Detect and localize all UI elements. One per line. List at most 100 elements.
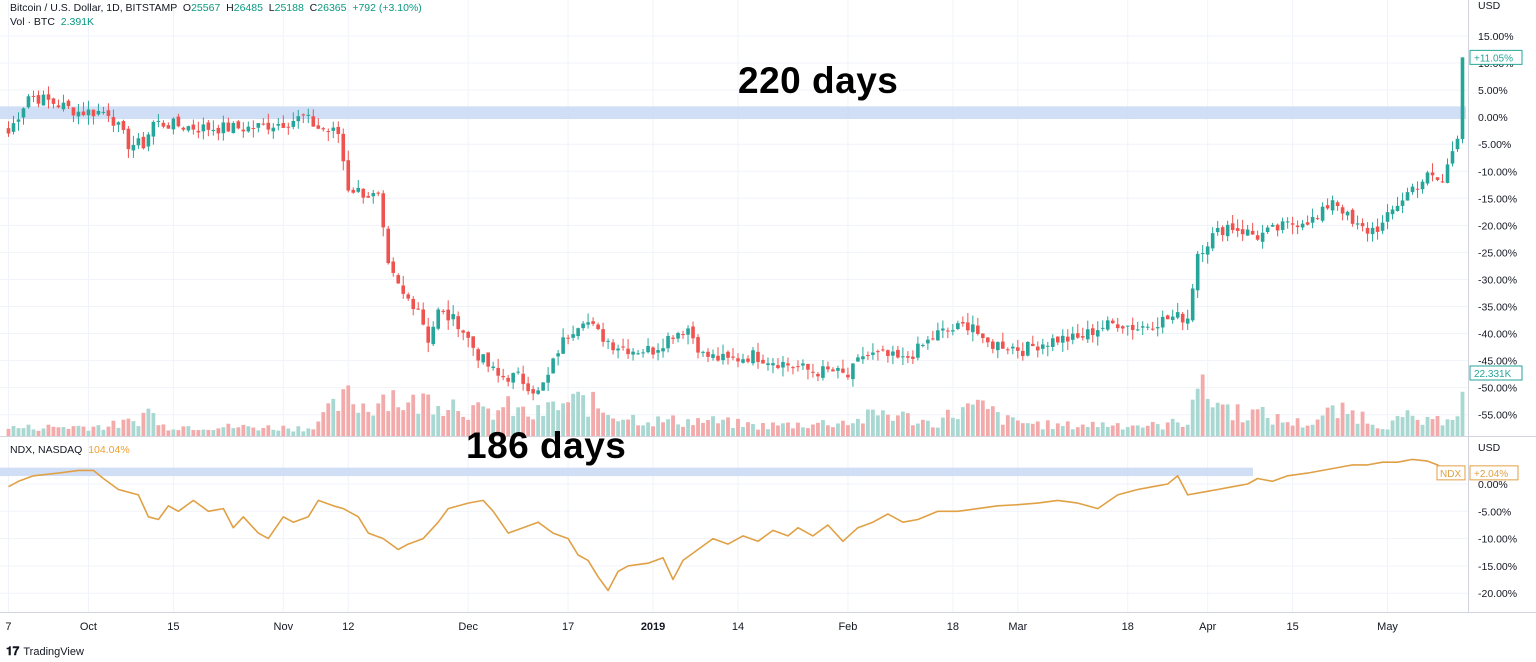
volume-bar xyxy=(871,409,875,436)
candle-body xyxy=(1180,313,1185,323)
open-value: 25567 xyxy=(191,2,221,14)
candle-body xyxy=(616,348,620,351)
volume-bar xyxy=(601,412,605,436)
candle-body xyxy=(1295,225,1300,228)
candle-body xyxy=(841,368,845,373)
candle-body xyxy=(496,367,500,376)
candle-body xyxy=(141,136,146,149)
candle xyxy=(41,90,46,106)
volume-bar xyxy=(216,428,221,436)
volume-bar xyxy=(885,414,890,436)
candle-body xyxy=(526,383,530,392)
tradingview-footer[interactable]: 𝟏𝟕 TradingView xyxy=(6,644,84,659)
candle xyxy=(1210,227,1215,252)
candle-body xyxy=(1165,315,1170,320)
volume-bar xyxy=(496,410,501,436)
volume-bar xyxy=(1400,417,1405,436)
candle xyxy=(121,119,126,134)
volume-bar xyxy=(136,426,141,436)
candle-body xyxy=(606,340,610,342)
volume-bar xyxy=(965,403,970,436)
candle-body xyxy=(661,348,665,352)
candle-body xyxy=(1150,328,1155,330)
candle-body xyxy=(301,114,306,116)
volume-bar xyxy=(1075,427,1080,436)
candle xyxy=(1355,215,1360,230)
volume-legend[interactable]: Vol · BTC 2.391K xyxy=(10,16,94,28)
candle-body xyxy=(636,353,640,355)
volume-bar xyxy=(751,423,755,436)
candle-body xyxy=(1340,207,1345,214)
volume-bar xyxy=(396,407,401,436)
candle-body xyxy=(836,367,840,371)
ndx-value: 104.04% xyxy=(88,444,130,456)
candle xyxy=(6,121,11,137)
volume-bar xyxy=(576,391,581,436)
candle xyxy=(1230,214,1235,234)
volume-bar xyxy=(46,424,51,436)
candles xyxy=(6,57,1465,401)
candle xyxy=(1185,309,1190,330)
candle xyxy=(1310,208,1315,229)
volume-bar xyxy=(326,403,331,436)
ndx-price-axis: 0.00% -5.00% -10.00% -15.00% -20.00% xyxy=(1478,479,1517,600)
candle xyxy=(1390,205,1395,220)
ndx-line xyxy=(8,458,1463,592)
candle-body xyxy=(1011,346,1015,349)
volume-bar xyxy=(596,408,600,436)
candle-body xyxy=(931,338,935,340)
volume-bar xyxy=(1300,427,1305,436)
btc-y-tick: -50.00% xyxy=(1478,383,1517,395)
volume-bar xyxy=(1085,427,1090,436)
candle xyxy=(1240,219,1245,242)
candle xyxy=(376,191,381,197)
candle xyxy=(841,359,845,374)
candle xyxy=(766,357,770,371)
last-volume-label: 22.331K xyxy=(1474,369,1512,380)
volume-bar xyxy=(821,420,825,436)
candle xyxy=(466,330,470,348)
candle-body xyxy=(891,351,895,356)
candle-body xyxy=(716,355,720,361)
candle xyxy=(86,100,91,125)
candle xyxy=(666,332,670,353)
volume-bar xyxy=(1265,418,1270,436)
ndx-legend[interactable]: NDX, NASDAQ 104.04% xyxy=(10,444,130,456)
volume-bar xyxy=(271,429,276,436)
candle xyxy=(491,361,495,371)
candle-body xyxy=(1135,329,1140,331)
candle-body xyxy=(281,123,286,128)
candle xyxy=(1445,158,1450,184)
volume-bar xyxy=(1080,424,1085,436)
volume-bar xyxy=(1130,425,1135,436)
volume-bar xyxy=(975,399,980,436)
candle-body xyxy=(1220,227,1225,236)
volume-bar xyxy=(1015,420,1020,436)
candle-body xyxy=(536,390,540,394)
candle-body xyxy=(136,138,141,146)
volume-bar xyxy=(86,430,91,436)
candle-body xyxy=(41,94,46,106)
candle xyxy=(496,358,500,383)
candle-body xyxy=(101,111,106,113)
candle-body xyxy=(986,337,990,343)
candle xyxy=(966,312,970,336)
candle xyxy=(526,376,530,395)
btc-legend[interactable]: Bitcoin / U.S. Dollar, 1D, BITSTAMP O255… xyxy=(10,2,422,14)
candle xyxy=(771,358,775,374)
candle-body xyxy=(351,189,356,193)
candle-body xyxy=(291,120,296,127)
candle-body xyxy=(1405,192,1410,201)
candle xyxy=(1070,326,1075,345)
candle xyxy=(1125,325,1130,336)
volume-bar xyxy=(786,422,790,436)
candle-body xyxy=(261,123,266,125)
candle xyxy=(1265,225,1270,234)
candle-body xyxy=(1360,223,1365,227)
candle xyxy=(306,108,311,124)
volume-bar xyxy=(1025,423,1030,436)
candle xyxy=(411,296,416,316)
candle xyxy=(261,118,266,126)
candle-body xyxy=(341,133,346,162)
candle xyxy=(1195,250,1200,298)
